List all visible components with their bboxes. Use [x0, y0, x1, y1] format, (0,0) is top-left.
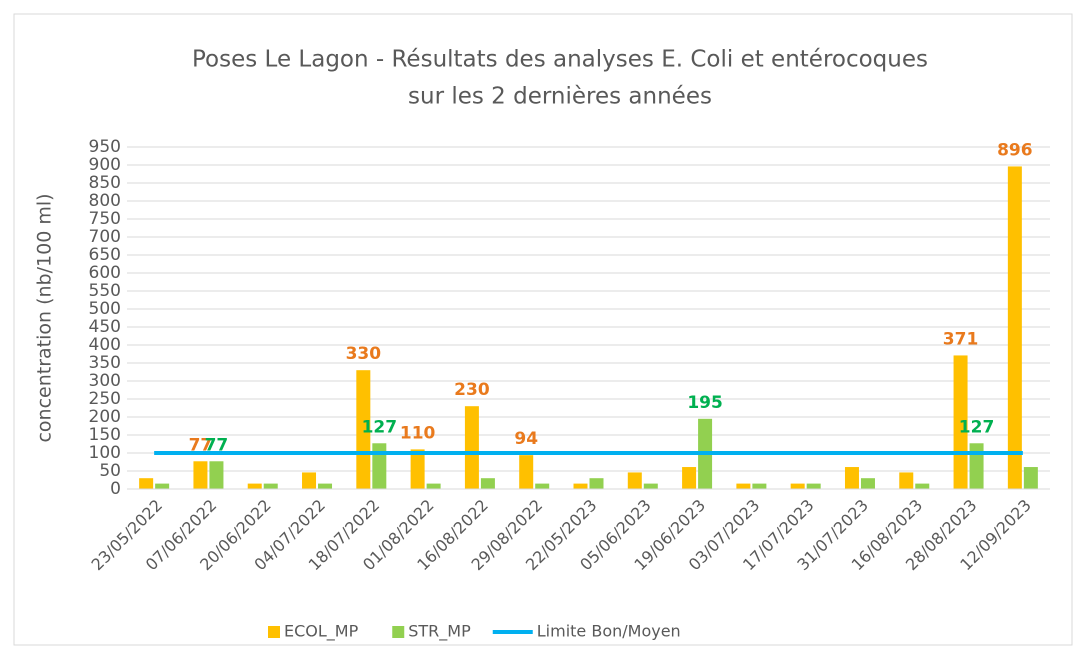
bar	[209, 461, 224, 489]
chart-title: Poses Le Lagon - Résultats des analyses …	[192, 47, 928, 73]
bar	[752, 483, 767, 489]
y-tick-label: 50	[99, 461, 121, 481]
legend-label: ECOL_MP	[284, 622, 359, 642]
y-tick-label: 850	[89, 173, 121, 193]
y-tick-label: 200	[89, 407, 121, 427]
y-axis-label: concentration (nb/100 ml)	[34, 193, 56, 442]
bar	[573, 483, 588, 489]
bar	[426, 483, 441, 489]
data-label: 230	[454, 380, 490, 400]
bar	[535, 483, 550, 489]
bar	[860, 478, 875, 489]
y-tick-label: 950	[89, 137, 121, 157]
bar	[519, 455, 534, 489]
bar	[969, 443, 984, 489]
bar	[736, 483, 751, 489]
y-tick-label: 750	[89, 209, 121, 229]
data-label: 77	[205, 435, 229, 455]
chart-frame	[13, 13, 1073, 646]
y-tick-label: 800	[89, 191, 121, 211]
data-label: 195	[687, 393, 723, 413]
bar	[643, 483, 658, 489]
y-tick-label: 0	[110, 479, 121, 499]
bar	[589, 478, 604, 489]
y-tick-label: 100	[89, 443, 121, 463]
bar	[356, 370, 371, 489]
y-tick-label: 600	[89, 263, 121, 283]
y-tick-label: 250	[89, 389, 121, 409]
bar	[193, 461, 208, 489]
y-tick-label: 650	[89, 245, 121, 265]
y-tick-label: 450	[89, 317, 121, 337]
bar	[682, 467, 697, 489]
bar	[372, 443, 387, 489]
bar	[155, 483, 170, 489]
bar	[1007, 166, 1022, 489]
data-label: 330	[346, 344, 382, 364]
bar	[953, 355, 968, 489]
bar	[844, 467, 859, 489]
data-label: 110	[400, 423, 436, 443]
bar	[627, 472, 642, 489]
y-tick-label: 300	[89, 371, 121, 391]
data-label: 371	[943, 329, 979, 349]
y-tick-label: 400	[89, 335, 121, 355]
bar	[247, 483, 262, 489]
bar	[1023, 467, 1038, 489]
bar	[464, 406, 479, 489]
data-label: 94	[514, 429, 538, 449]
chart-title: sur les 2 dernières années	[408, 84, 712, 110]
bar	[263, 483, 278, 489]
data-label: 896	[997, 140, 1033, 160]
bar	[318, 483, 333, 489]
y-tick-label: 700	[89, 227, 121, 247]
y-tick-label: 150	[89, 425, 121, 445]
bar	[302, 472, 317, 489]
data-label: 127	[362, 417, 398, 437]
legend-swatch	[392, 626, 405, 638]
data-label: 127	[959, 417, 995, 437]
bar	[410, 449, 425, 489]
data-label: 77	[189, 435, 213, 455]
legend-swatch	[268, 626, 280, 638]
bar	[480, 478, 495, 489]
legend-label: Limite Bon/Moyen	[537, 622, 681, 641]
bar	[139, 478, 154, 489]
y-tick-label: 500	[89, 299, 121, 319]
y-tick-label: 900	[89, 155, 121, 175]
bar	[899, 472, 914, 489]
bar	[790, 483, 805, 489]
bar	[915, 483, 930, 489]
y-tick-label: 350	[89, 353, 121, 373]
y-tick-label: 550	[89, 281, 121, 301]
bar	[806, 483, 821, 489]
legend-label: STR_MP	[408, 622, 471, 642]
